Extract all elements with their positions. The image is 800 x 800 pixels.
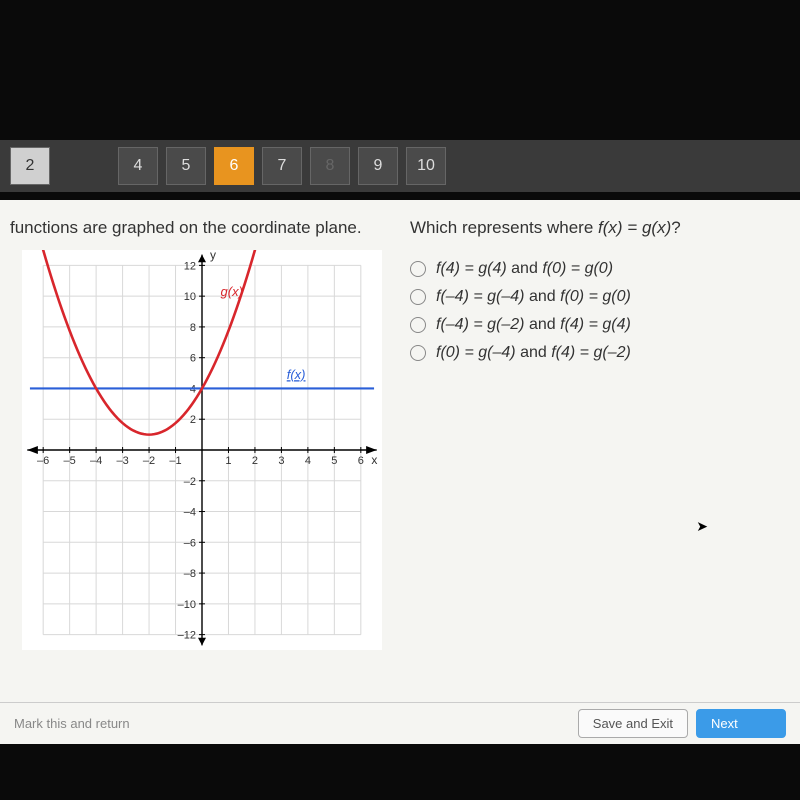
nav-question-6[interactable]: 6 [214, 147, 254, 185]
mark-return-link[interactable]: Mark this and return [14, 716, 130, 731]
svg-text:–6: –6 [37, 455, 49, 467]
nav-question-8[interactable]: 8 [310, 147, 350, 185]
svg-text:–2: –2 [184, 476, 196, 488]
radio-icon [410, 317, 426, 333]
question-suffix: ? [671, 218, 680, 237]
svg-text:10: 10 [184, 291, 196, 303]
svg-text:12: 12 [184, 260, 196, 272]
prompt-text: functions are graphed on the coordinate … [10, 218, 400, 238]
svg-text:y: y [210, 250, 216, 262]
cursor-icon: ➤ [696, 518, 708, 535]
nav-question-10[interactable]: 10 [406, 147, 446, 185]
svg-text:–6: –6 [184, 537, 196, 549]
radio-icon [410, 345, 426, 361]
right-column: Which represents where f(x) = g(x)? f(4)… [400, 218, 790, 692]
option-3[interactable]: f(–4) = g(–2) and f(4) = g(4) [410, 316, 790, 334]
nav-question-4[interactable]: 4 [118, 147, 158, 185]
svg-text:4: 4 [305, 455, 311, 467]
svg-text:3: 3 [278, 455, 284, 467]
svg-text:f(x): f(x) [287, 367, 306, 382]
option-4[interactable]: f(0) = g(–4) and f(4) = g(–2) [410, 344, 790, 362]
content-area: functions are graphed on the coordinate … [0, 200, 800, 710]
save-exit-button[interactable]: Save and Exit [578, 709, 688, 738]
nav-question-2[interactable]: 2 [10, 147, 50, 185]
svg-text:2: 2 [252, 455, 258, 467]
question-prefix: Which represents where [410, 218, 598, 237]
svg-text:–5: –5 [64, 455, 76, 467]
option-text: f(4) = g(4) and f(0) = g(0) [436, 260, 613, 278]
svg-text:6: 6 [358, 455, 364, 467]
svg-text:–12: –12 [178, 630, 196, 642]
left-column: functions are graphed on the coordinate … [10, 218, 400, 692]
svg-text:–10: –10 [178, 599, 196, 611]
svg-text:–4: –4 [184, 507, 196, 519]
svg-text:g(x): g(x) [221, 284, 243, 299]
svg-text:8: 8 [190, 322, 196, 334]
svg-text:–2: –2 [143, 455, 155, 467]
coordinate-graph: –6–5–4–3–2–1123456–12–10–8–6–4–224681012… [22, 250, 382, 650]
svg-text:–4: –4 [90, 455, 102, 467]
svg-text:1: 1 [225, 455, 231, 467]
next-button[interactable]: Next [696, 709, 786, 738]
footer-buttons: Save and Exit Next [578, 709, 786, 738]
nav-question-7[interactable]: 7 [262, 147, 302, 185]
nav-question-5[interactable]: 5 [166, 147, 206, 185]
option-1[interactable]: f(4) = g(4) and f(0) = g(0) [410, 260, 790, 278]
svg-text:–1: –1 [169, 455, 181, 467]
nav-question-9[interactable]: 9 [358, 147, 398, 185]
svg-text:5: 5 [331, 455, 337, 467]
radio-icon [410, 261, 426, 277]
option-text: f(0) = g(–4) and f(4) = g(–2) [436, 344, 631, 362]
radio-icon [410, 289, 426, 305]
footer-bar: Mark this and return Save and Exit Next [0, 702, 800, 744]
svg-text:–3: –3 [116, 455, 128, 467]
question-text: Which represents where f(x) = g(x)? [410, 218, 790, 238]
svg-text:–8: –8 [184, 568, 196, 580]
svg-text:6: 6 [190, 353, 196, 365]
question-nav: 2 45678910 [0, 140, 800, 192]
options-list: f(4) = g(4) and f(0) = g(0) f(–4) = g(–4)… [410, 260, 790, 362]
option-2[interactable]: f(–4) = g(–4) and f(0) = g(0) [410, 288, 790, 306]
option-text: f(–4) = g(–2) and f(4) = g(4) [436, 316, 631, 334]
svg-text:2: 2 [190, 414, 196, 426]
svg-text:x: x [371, 453, 377, 467]
question-equation: f(x) = g(x) [598, 218, 671, 237]
option-text: f(–4) = g(–4) and f(0) = g(0) [436, 288, 631, 306]
